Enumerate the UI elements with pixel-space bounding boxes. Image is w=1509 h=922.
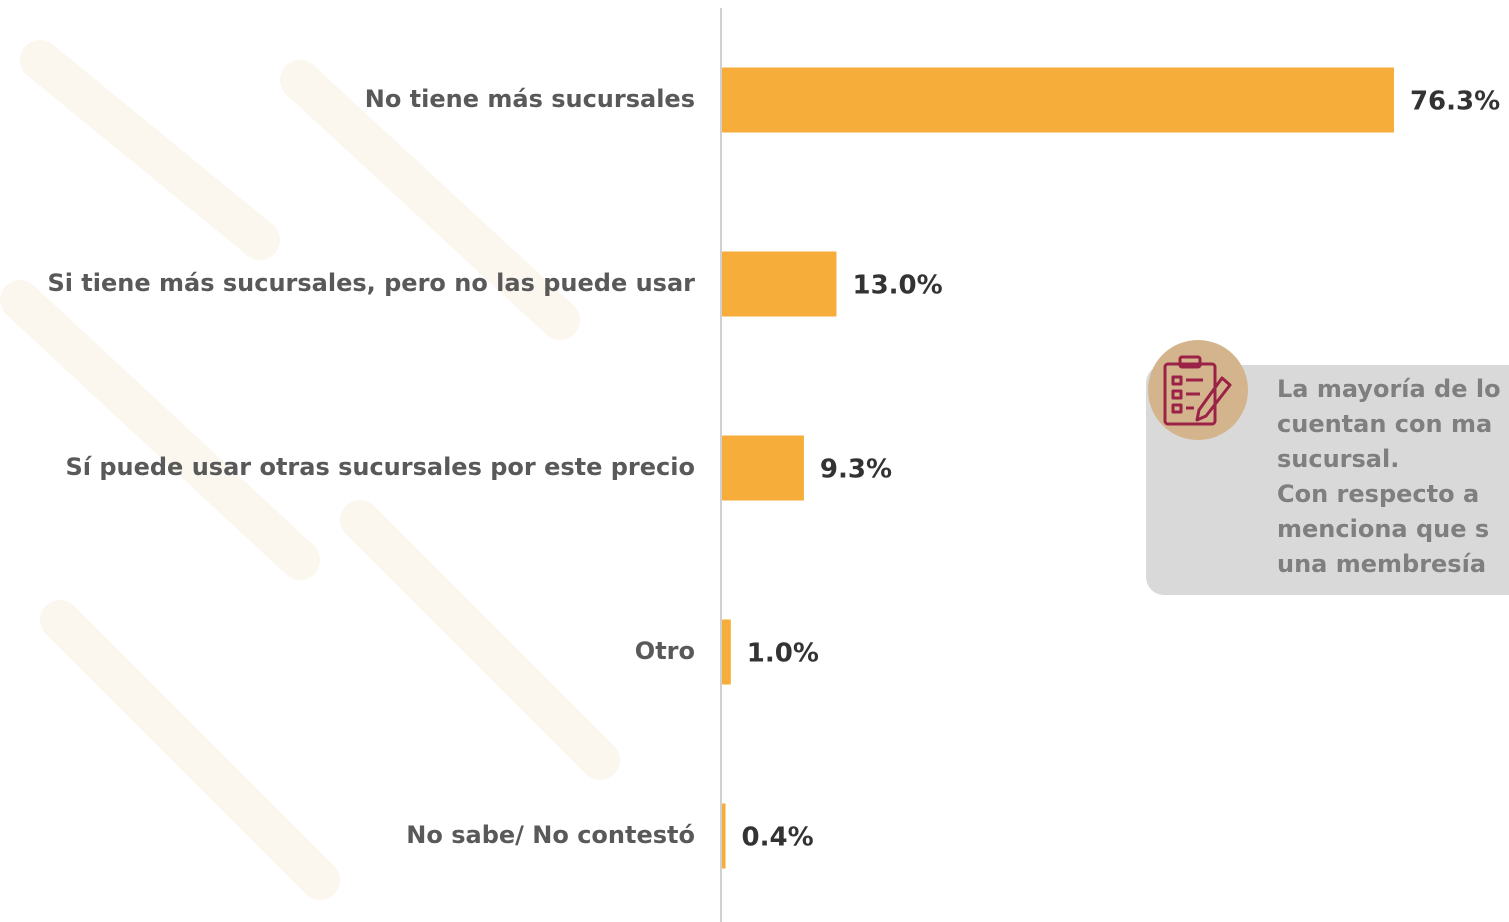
callout-text: sucursal. xyxy=(1277,445,1399,473)
callout-text: La mayoría de lo xyxy=(1277,375,1501,403)
callout: La mayoría de lo cuentan con ma sucursal. C… xyxy=(1146,340,1509,595)
callout-text: una membresía xyxy=(1277,550,1486,578)
category-label: No tiene más sucursales xyxy=(365,85,695,113)
callout-text: menciona que s xyxy=(1277,515,1489,543)
category-label: Otro xyxy=(635,637,695,665)
bar xyxy=(722,435,804,501)
category-label: Si tiene más sucursales, pero no las pue… xyxy=(47,269,695,297)
canvas: No tiene más sucursales 76.3% Si tiene más… xyxy=(0,8,1509,922)
background-pattern xyxy=(0,40,620,900)
category-label: Sí puede usar otras sucursales por este … xyxy=(65,453,695,481)
value-label: 76.3% xyxy=(1410,87,1500,117)
value-label: 13.0% xyxy=(852,271,942,301)
value-label: 1.0% xyxy=(747,639,819,669)
callout-text: cuentan con ma xyxy=(1277,410,1492,438)
callout-icon xyxy=(1163,355,1232,426)
value-label: 9.3% xyxy=(820,455,892,485)
bar xyxy=(722,619,731,685)
bar xyxy=(722,803,726,869)
category-label: No sabe/ No contestó xyxy=(406,821,695,849)
callout-box xyxy=(1146,365,1509,595)
bar xyxy=(722,251,837,317)
bars: No tiene más sucursales 76.3% Si tiene más… xyxy=(47,67,1500,869)
value-label: 0.4% xyxy=(742,823,814,853)
bar xyxy=(722,67,1394,133)
callout-text: Con respecto a xyxy=(1277,480,1479,508)
